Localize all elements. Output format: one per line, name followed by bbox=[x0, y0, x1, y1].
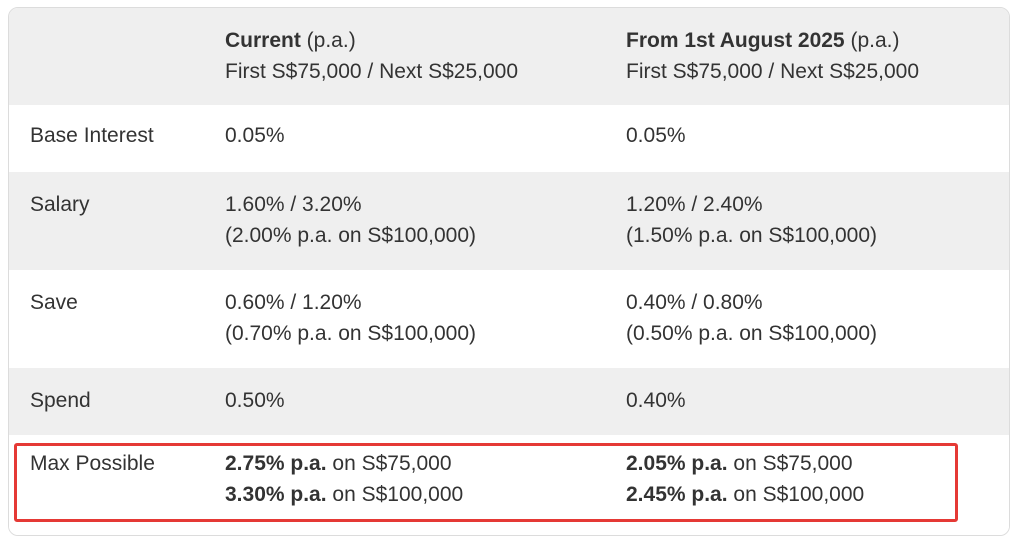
table-row-save: Save 0.60% / 1.20% (0.70% p.a. on S$100,… bbox=[9, 270, 1009, 368]
future-rate: 1.20% / 2.40% (1.50% p.a. on S$100,000) bbox=[626, 193, 878, 247]
table-header-row: Current (p.a.) First S$75,000 / Next S$2… bbox=[9, 8, 1009, 105]
row-label: Save bbox=[30, 291, 78, 314]
header-current-sub: First S$75,000 / Next S$25,000 bbox=[225, 60, 519, 83]
current-rate: 0.50% bbox=[225, 389, 285, 412]
row-label: Salary bbox=[30, 193, 90, 216]
table-row-spend: Spend 0.50% 0.40% bbox=[9, 368, 1009, 435]
table-row-salary: Salary 1.60% / 3.20% (2.00% p.a. on S$10… bbox=[9, 172, 1009, 270]
future-rate: 0.40% bbox=[626, 389, 686, 412]
future-rate: 2.05% p.a. on S$75,000 2.45% p.a. on S$1… bbox=[626, 452, 865, 506]
header-future-title: From 1st August 2025 bbox=[626, 29, 845, 52]
header-current-suffix: (p.a.) bbox=[300, 29, 356, 52]
header-future-suffix: (p.a.) bbox=[844, 29, 900, 52]
future-rate: 0.05% bbox=[626, 124, 686, 147]
interest-rate-table: Current (p.a.) First S$75,000 / Next S$2… bbox=[8, 7, 1010, 536]
current-rate: 1.60% / 3.20% (2.00% p.a. on S$100,000) bbox=[225, 193, 477, 247]
row-label: Base Interest bbox=[30, 124, 154, 147]
header-current: Current (p.a.) First S$75,000 / Next S$2… bbox=[225, 25, 518, 87]
row-label: Max Possible bbox=[30, 452, 155, 475]
current-rate: 2.75% p.a. on S$75,000 3.30% p.a. on S$1… bbox=[225, 452, 464, 506]
table-row-max-possible: Max Possible 2.75% p.a. on S$75,000 3.30… bbox=[9, 435, 1009, 535]
future-rate: 0.40% / 0.80% (0.50% p.a. on S$100,000) bbox=[626, 291, 878, 345]
table-row-base-interest: Base Interest 0.05% 0.05% bbox=[9, 105, 1009, 172]
header-current-title: Current bbox=[225, 29, 301, 52]
header-future-sub: First S$75,000 / Next S$25,000 bbox=[626, 60, 920, 83]
current-rate: 0.05% bbox=[225, 124, 285, 147]
current-rate: 0.60% / 1.20% (0.70% p.a. on S$100,000) bbox=[225, 291, 477, 345]
header-future: From 1st August 2025 (p.a.) First S$75,0… bbox=[626, 25, 919, 87]
row-label: Spend bbox=[30, 389, 91, 412]
